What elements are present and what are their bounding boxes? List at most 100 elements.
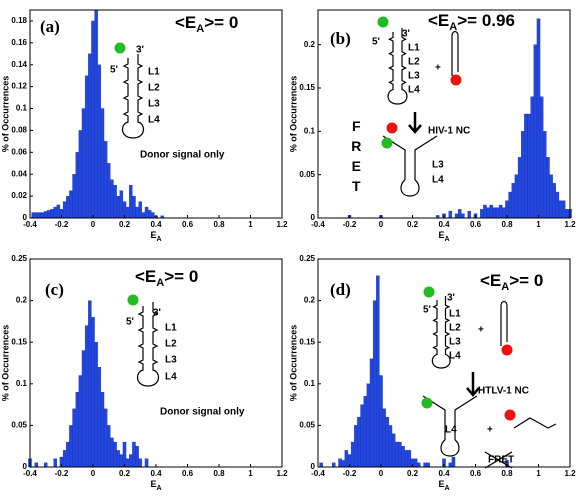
bar bbox=[147, 210, 152, 219]
bar bbox=[319, 462, 323, 468]
x-tick-label: 0.4 bbox=[150, 469, 162, 478]
bar bbox=[138, 201, 142, 219]
bar bbox=[40, 212, 45, 219]
annotation: 5' bbox=[126, 317, 134, 328]
bar bbox=[81, 350, 86, 468]
bar bbox=[37, 212, 42, 219]
bar bbox=[546, 157, 550, 219]
bar bbox=[461, 213, 465, 219]
bar bbox=[498, 204, 503, 219]
y-tick-label: 0.04 bbox=[11, 169, 27, 178]
x-tick-label: 0.2 bbox=[119, 220, 131, 229]
bar bbox=[103, 408, 108, 468]
duplex-loop bbox=[440, 439, 460, 457]
annotation: L2 bbox=[449, 323, 461, 334]
x-tick-label: 0.8 bbox=[501, 220, 513, 229]
bar bbox=[72, 408, 76, 468]
bar bbox=[448, 210, 453, 219]
x-label-sub: A bbox=[156, 236, 161, 243]
bar bbox=[369, 358, 374, 468]
x-tick-label: 1 bbox=[536, 469, 541, 478]
y-tick-label: 0.2 bbox=[304, 296, 316, 305]
donor-dye bbox=[127, 294, 139, 306]
bar bbox=[44, 462, 48, 468]
x-axis-label: EA bbox=[438, 479, 449, 491]
x-label-main: E bbox=[150, 479, 156, 489]
y-tick-label: 0.15 bbox=[299, 337, 315, 346]
y-axis-label: % of Occurrences bbox=[0, 76, 10, 153]
bar bbox=[558, 200, 563, 219]
annotation: L4 bbox=[408, 85, 420, 96]
x-tick-label: 0.6 bbox=[470, 469, 482, 478]
annotation: Donor signal only bbox=[160, 407, 245, 418]
annotation: L2 bbox=[165, 339, 177, 350]
y-tick-label: 0.02 bbox=[11, 191, 27, 200]
bar bbox=[110, 437, 114, 468]
bar bbox=[78, 130, 83, 219]
bar bbox=[360, 404, 364, 468]
y-tick-label: 0.25 bbox=[11, 254, 27, 263]
stat-suffix: >= 0.96 bbox=[457, 11, 515, 30]
stat-prefix: <E bbox=[428, 11, 449, 30]
bar bbox=[66, 441, 70, 468]
y-tick-label: 0.05 bbox=[11, 421, 27, 430]
bar bbox=[72, 174, 76, 219]
bar bbox=[486, 207, 490, 219]
bar bbox=[88, 300, 92, 468]
bar bbox=[34, 212, 39, 219]
arrow-head bbox=[408, 124, 422, 134]
cross-out bbox=[484, 451, 513, 469]
x-tick-label: -0.2 bbox=[55, 220, 69, 229]
x-tick-label: -0.2 bbox=[55, 469, 69, 478]
bar bbox=[524, 113, 528, 219]
annotation: + bbox=[487, 425, 493, 436]
x-tick-label: -0.4 bbox=[311, 220, 325, 229]
y-tick-label: 0.05 bbox=[299, 421, 315, 430]
annotation: L3 bbox=[408, 71, 420, 82]
annotation: HIV-1 NC bbox=[428, 126, 470, 137]
bar bbox=[454, 213, 459, 219]
bar bbox=[107, 425, 111, 468]
bar bbox=[363, 396, 367, 468]
y-tick-label: 0.2 bbox=[16, 296, 28, 305]
x-label-sub: A bbox=[444, 236, 449, 243]
annotation: 5' bbox=[110, 65, 118, 76]
panel-label: (c) bbox=[45, 280, 64, 299]
x-tick-label: 0.4 bbox=[150, 220, 162, 229]
bar bbox=[47, 210, 51, 219]
x-tick-label: 1.2 bbox=[564, 469, 576, 478]
y-tick-label: 0.25 bbox=[299, 254, 315, 263]
bar bbox=[69, 425, 73, 468]
bar bbox=[543, 131, 547, 219]
annotation: L4 bbox=[449, 351, 461, 362]
annotation: 3' bbox=[402, 29, 410, 40]
annotation: L1 bbox=[449, 309, 461, 320]
bar bbox=[100, 108, 105, 219]
bar bbox=[404, 450, 408, 468]
bar bbox=[66, 195, 70, 219]
x-tick-label: 1.2 bbox=[276, 469, 288, 478]
bar bbox=[125, 458, 130, 468]
bar bbox=[549, 174, 553, 219]
bar bbox=[75, 152, 79, 219]
bar bbox=[527, 113, 531, 219]
annotation: L4 bbox=[445, 425, 457, 436]
bar bbox=[354, 425, 358, 468]
bar bbox=[458, 209, 462, 219]
y-tick-label: 0 bbox=[23, 213, 28, 222]
stat-label: <EA>= 0 bbox=[175, 13, 238, 34]
x-tick-label: 0.8 bbox=[501, 469, 513, 478]
bar bbox=[107, 163, 111, 219]
y-tick-label: 0.18 bbox=[11, 16, 27, 25]
bar bbox=[539, 96, 544, 219]
annotation: L3 bbox=[148, 99, 160, 110]
bar bbox=[75, 391, 79, 468]
bar bbox=[151, 212, 155, 219]
bar bbox=[97, 64, 102, 219]
x-tick-label: 0 bbox=[379, 469, 384, 478]
x-tick-label: 0.6 bbox=[182, 220, 194, 229]
y-tick-label: 0 bbox=[311, 462, 316, 471]
bar bbox=[91, 317, 95, 468]
y-tick-label: 0.12 bbox=[11, 82, 27, 91]
annotation: L4 bbox=[432, 175, 444, 186]
